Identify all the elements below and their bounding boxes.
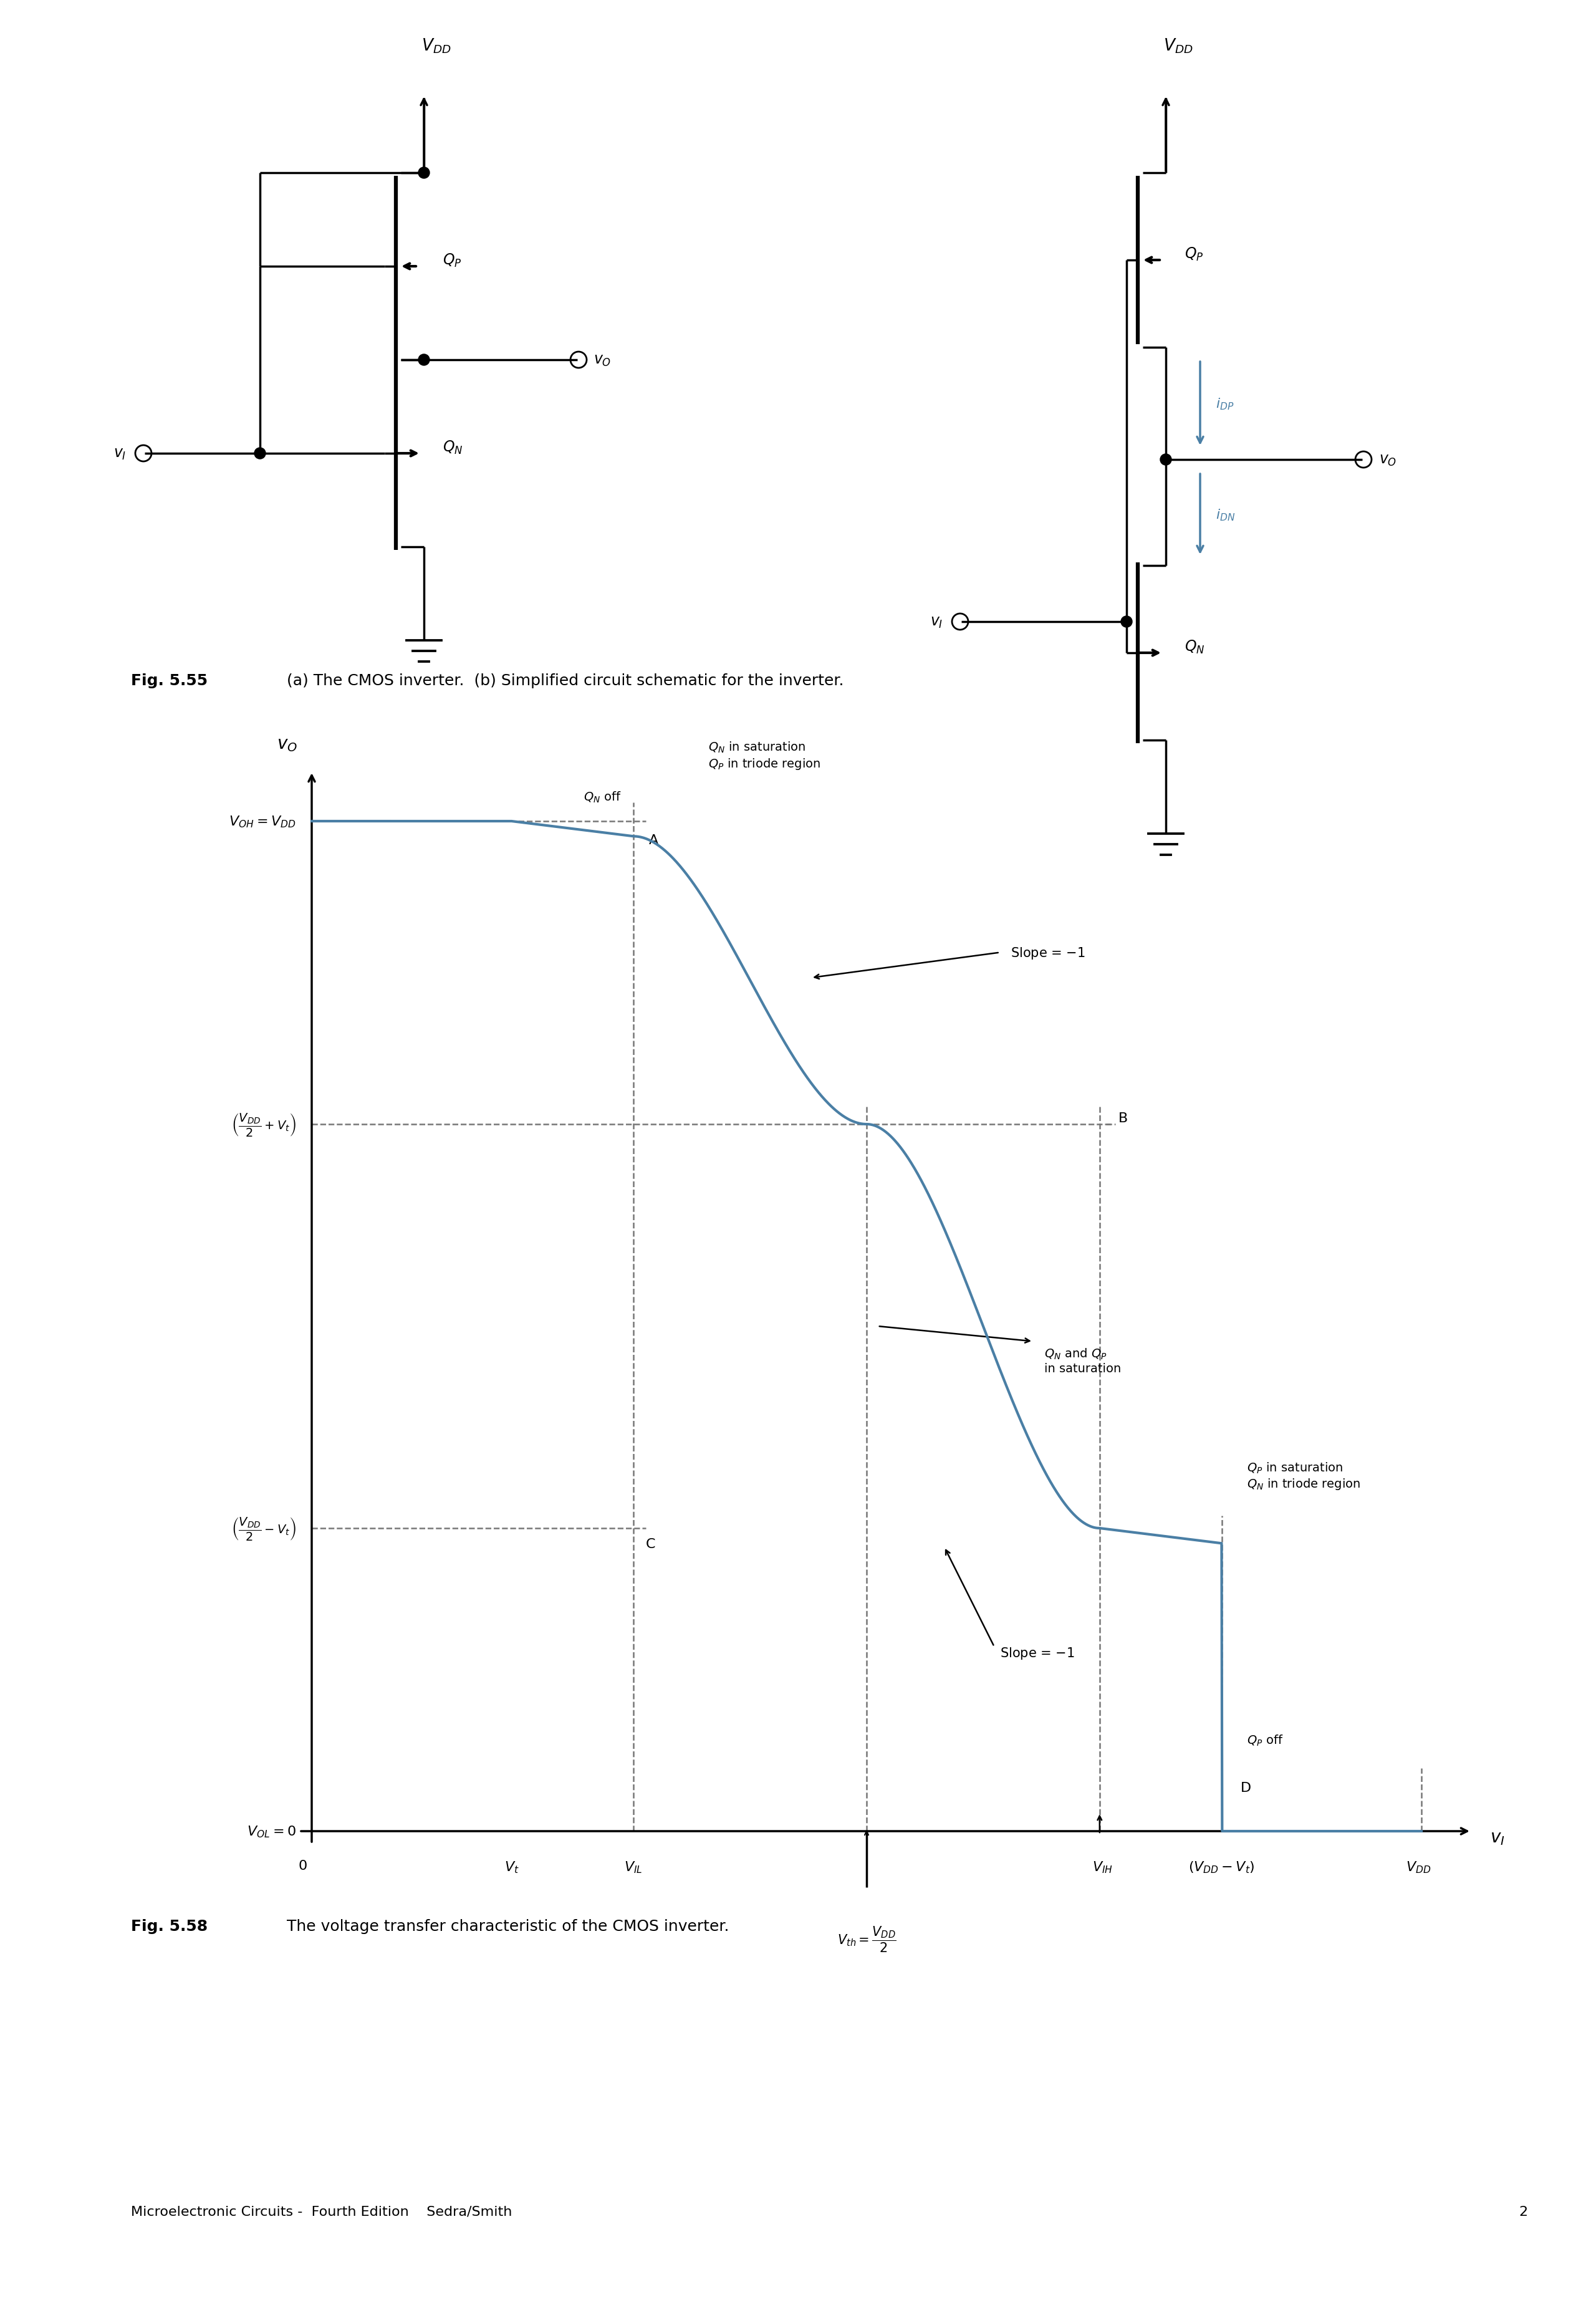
Text: $v_I$: $v_I$ — [1491, 1828, 1505, 1846]
Circle shape — [418, 168, 429, 180]
Text: $Q_N$: $Q_N$ — [1184, 638, 1205, 655]
Circle shape — [1120, 615, 1132, 627]
Text: 2: 2 — [1519, 2206, 1527, 2217]
Text: $V_{OL}=0$: $V_{OL}=0$ — [247, 1823, 297, 1839]
Text: $V_{DD}$: $V_{DD}$ — [1406, 1860, 1432, 1874]
Text: $v_O$: $v_O$ — [1379, 452, 1396, 468]
Text: $Q_P$: $Q_P$ — [442, 251, 461, 270]
Text: $Q_N$ and $Q_P$
in saturation: $Q_N$ and $Q_P$ in saturation — [1044, 1346, 1120, 1374]
Text: $V_t$: $V_t$ — [504, 1860, 519, 1874]
Text: (a) The CMOS inverter.  (b) Simplified circuit schematic for the inverter.: (a) The CMOS inverter. (b) Simplified ci… — [287, 673, 844, 689]
Text: $\left(\dfrac{V_{DD}}{2}+V_t\right)$: $\left(\dfrac{V_{DD}}{2}+V_t\right)$ — [231, 1111, 297, 1139]
Text: $v_O$: $v_O$ — [276, 735, 297, 754]
Text: $V_{DD}$: $V_{DD}$ — [1163, 37, 1194, 55]
Text: $Q_N$ off: $Q_N$ off — [584, 791, 621, 804]
Text: Slope = $-1$: Slope = $-1$ — [999, 1646, 1074, 1660]
Text: Fig. 5.55: Fig. 5.55 — [131, 673, 207, 689]
Text: $(V_{DD}-V_t)$: $(V_{DD}-V_t)$ — [1189, 1860, 1254, 1874]
Text: $V_{OH}=V_{DD}$: $V_{OH}=V_{DD}$ — [230, 814, 297, 830]
Text: $V_{IH}$: $V_{IH}$ — [1092, 1860, 1112, 1874]
Text: $Q_P$: $Q_P$ — [1184, 247, 1203, 263]
Text: $Q_N$: $Q_N$ — [442, 440, 463, 456]
Text: $V_{th}=\dfrac{V_{DD}}{2}$: $V_{th}=\dfrac{V_{DD}}{2}$ — [836, 1925, 895, 1955]
Text: $\left(\dfrac{V_{DD}}{2}-V_t\right)$: $\left(\dfrac{V_{DD}}{2}-V_t\right)$ — [231, 1514, 297, 1542]
Text: $Q_P$ off: $Q_P$ off — [1246, 1733, 1283, 1747]
Text: A: A — [650, 834, 659, 846]
Text: $i_{DP}$: $i_{DP}$ — [1216, 396, 1234, 410]
Text: $V_{DD}$: $V_{DD}$ — [421, 37, 452, 55]
Text: $v_O$: $v_O$ — [594, 353, 611, 369]
Text: B: B — [1119, 1111, 1128, 1125]
Text: C: C — [646, 1537, 656, 1551]
Text: $Q_N$ in saturation
$Q_P$ in triode region: $Q_N$ in saturation $Q_P$ in triode regi… — [709, 740, 820, 770]
Text: Slope = $-1$: Slope = $-1$ — [1010, 945, 1085, 961]
Text: Fig. 5.58: Fig. 5.58 — [131, 1918, 207, 1934]
Text: $i_{DN}$: $i_{DN}$ — [1216, 507, 1235, 523]
Text: The voltage transfer characteristic of the CMOS inverter.: The voltage transfer characteristic of t… — [287, 1918, 729, 1934]
Text: D: D — [1240, 1782, 1251, 1793]
Text: $v_I$: $v_I$ — [113, 447, 126, 461]
Circle shape — [1160, 454, 1171, 466]
Text: $v_I$: $v_I$ — [930, 615, 943, 629]
Text: $Q_P$ in saturation
$Q_N$ in triode region: $Q_P$ in saturation $Q_N$ in triode regi… — [1246, 1461, 1360, 1491]
Text: $0$: $0$ — [298, 1860, 306, 1872]
Circle shape — [254, 447, 265, 459]
Text: Microelectronic Circuits -  Fourth Edition    Sedra/Smith: Microelectronic Circuits - Fourth Editio… — [131, 2206, 512, 2217]
Text: $V_{IL}$: $V_{IL}$ — [624, 1860, 643, 1874]
Circle shape — [418, 355, 429, 366]
